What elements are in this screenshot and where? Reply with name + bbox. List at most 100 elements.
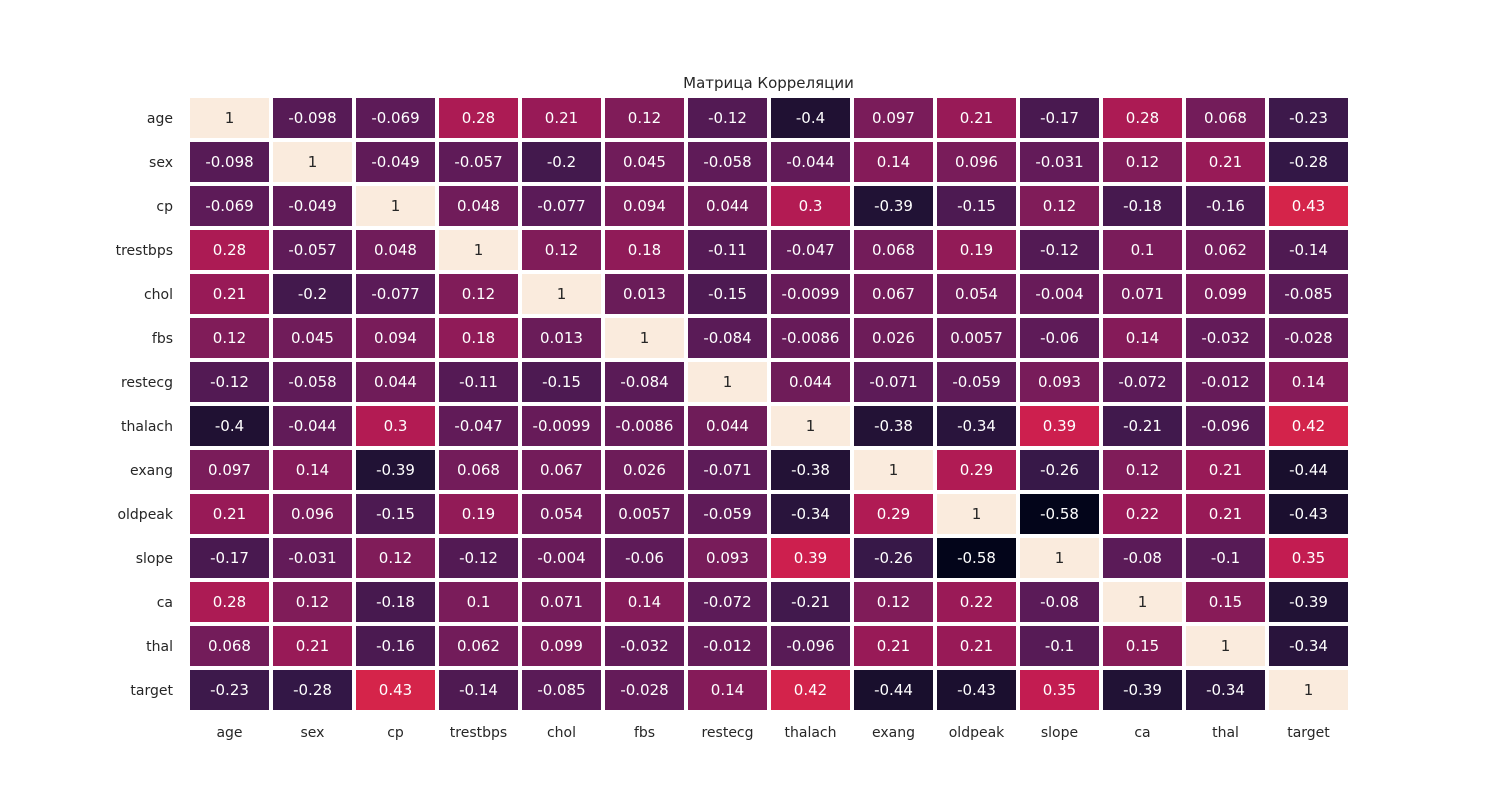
heatmap-cell-restecg-sex	[273, 362, 352, 402]
heatmap-cell-age-age	[190, 98, 269, 138]
heatmap-cell-sex-oldpeak	[937, 142, 1016, 182]
cell-value-trestbps-age: 0.28	[213, 241, 246, 259]
cell-value-thal-age: 0.068	[208, 637, 251, 655]
heatmap-cell-ca-thalach	[771, 582, 850, 622]
heatmap-cell-target-cp	[356, 670, 435, 710]
heatmap-cell-age-exang	[854, 98, 933, 138]
heatmap-cell-cp-age	[190, 186, 269, 226]
cell-value-thalach-sex: -0.044	[288, 417, 336, 435]
heatmap-cell-thal-trestbps	[439, 626, 518, 666]
cell-value-thal-target: -0.34	[1289, 637, 1328, 655]
cell-value-sex-exang: 0.14	[877, 153, 910, 171]
x-tick-label-chol: chol	[547, 725, 576, 741]
cell-value-cp-thal: -0.16	[1206, 197, 1245, 215]
cell-value-exang-cp: -0.39	[376, 461, 415, 479]
heatmap-cell-ca-cp	[356, 582, 435, 622]
cell-value-sex-chol: -0.2	[547, 153, 576, 171]
cell-value-sex-fbs: 0.045	[623, 153, 666, 171]
heatmap-cell-restecg-restecg	[688, 362, 767, 402]
cell-value-cp-thalach: 0.3	[799, 197, 823, 215]
cell-value-thal-oldpeak: 0.21	[960, 637, 993, 655]
x-tick-label-thal: thal	[1212, 725, 1239, 741]
y-tick-label-age: age	[147, 111, 173, 127]
cell-value-age-fbs: 0.12	[628, 109, 661, 127]
cell-value-thal-chol: 0.099	[540, 637, 583, 655]
x-tick-label-cp: cp	[387, 725, 404, 741]
heatmap-cell-trestbps-thalach	[771, 230, 850, 270]
heatmap-cell-target-ca	[1103, 670, 1182, 710]
heatmap-cell-trestbps-restecg	[688, 230, 767, 270]
y-tick-label-sex: sex	[149, 155, 173, 171]
cell-value-restecg-target: 0.14	[1292, 373, 1325, 391]
y-tick-label-target: target	[130, 683, 173, 699]
cell-value-cp-exang: -0.39	[874, 197, 913, 215]
heatmap-cell-cp-fbs	[605, 186, 684, 226]
heatmap-cell-chol-slope	[1020, 274, 1099, 314]
cell-value-sex-oldpeak: 0.096	[955, 153, 998, 171]
cell-value-ca-target: -0.39	[1289, 593, 1328, 611]
cell-value-target-thal: -0.34	[1206, 681, 1245, 699]
cell-value-exang-fbs: 0.026	[623, 461, 666, 479]
x-tick-label-age: age	[216, 725, 242, 741]
cell-value-thal-thal: 1	[1221, 637, 1231, 655]
cell-value-cp-fbs: 0.094	[623, 197, 666, 215]
y-axis-tick-labels: age sex cp trestbps chol fbs restecg thalach exa…	[116, 111, 174, 699]
cell-value-fbs-ca: 0.14	[1126, 329, 1159, 347]
heatmap-cell-trestbps-oldpeak	[937, 230, 1016, 270]
y-tick-label-thalach: thalach	[121, 419, 173, 435]
y-tick-label-trestbps: trestbps	[116, 243, 173, 259]
cell-value-age-thalach: -0.4	[796, 109, 825, 127]
heatmap-cell-thalach-ca	[1103, 406, 1182, 446]
heatmap-cell-ca-sex	[273, 582, 352, 622]
heatmap-cell-ca-trestbps	[439, 582, 518, 622]
y-tick-label-slope: slope	[136, 551, 173, 567]
cell-value-restecg-thalach: 0.044	[789, 373, 832, 391]
heatmap-cell-restecg-slope	[1020, 362, 1099, 402]
cell-value-oldpeak-fbs: 0.0057	[618, 505, 671, 523]
heatmap-cell-ca-thal	[1186, 582, 1265, 622]
cell-value-slope-sex: -0.031	[288, 549, 336, 567]
cell-value-age-trestbps: 0.28	[462, 109, 495, 127]
cell-value-thalach-trestbps: -0.047	[454, 417, 502, 435]
heatmap-cell-chol-cp	[356, 274, 435, 314]
heatmap-cell-chol-oldpeak	[937, 274, 1016, 314]
heatmap-cell-fbs-ca	[1103, 318, 1182, 358]
cell-value-ca-chol: 0.071	[540, 593, 583, 611]
heatmap-cell-sex-slope	[1020, 142, 1099, 182]
heatmap-cell-oldpeak-chol	[522, 494, 601, 534]
cell-value-slope-exang: -0.26	[874, 549, 913, 567]
cell-value-restecg-ca: -0.072	[1118, 373, 1166, 391]
heatmap-cell-target-trestbps	[439, 670, 518, 710]
heatmap-cell-oldpeak-thal	[1186, 494, 1265, 534]
cell-value-oldpeak-trestbps: 0.19	[462, 505, 495, 523]
cell-value-chol-sex: -0.2	[298, 285, 327, 303]
heatmap-cell-thal-ca	[1103, 626, 1182, 666]
heatmap-cell-exang-restecg	[688, 450, 767, 490]
cell-value-target-trestbps: -0.14	[459, 681, 498, 699]
y-tick-label-restecg: restecg	[121, 375, 173, 391]
cell-value-chol-chol: 1	[557, 285, 567, 303]
heatmap-cell-age-target	[1269, 98, 1348, 138]
chart-title: Матрица Корреляции	[683, 74, 854, 92]
heatmap-cell-slope-sex	[273, 538, 352, 578]
cell-value-fbs-sex: 0.045	[291, 329, 334, 347]
heatmap-cell-thal-oldpeak	[937, 626, 1016, 666]
heatmap-cell-fbs-thal	[1186, 318, 1265, 358]
cell-value-oldpeak-thal: 0.21	[1209, 505, 1242, 523]
heatmap-cell-exang-oldpeak	[937, 450, 1016, 490]
cell-value-slope-oldpeak: -0.58	[957, 549, 996, 567]
cell-value-restecg-chol: -0.15	[542, 373, 581, 391]
cell-value-exang-thalach: -0.38	[791, 461, 830, 479]
cell-value-oldpeak-target: -0.43	[1289, 505, 1328, 523]
heatmap-cell-chol-thal	[1186, 274, 1265, 314]
cell-value-trestbps-ca: 0.1	[1131, 241, 1155, 259]
heatmap-cell-target-fbs	[605, 670, 684, 710]
heatmap-cell-thal-chol	[522, 626, 601, 666]
heatmap-cell-cp-thalach	[771, 186, 850, 226]
heatmap-cell-cp-thal	[1186, 186, 1265, 226]
cell-value-thal-slope: -0.1	[1045, 637, 1074, 655]
heatmap-cell-exang-thal	[1186, 450, 1265, 490]
cell-value-target-cp: 0.43	[379, 681, 412, 699]
heatmap-cell-sex-cp	[356, 142, 435, 182]
x-tick-label-slope: slope	[1041, 725, 1078, 741]
